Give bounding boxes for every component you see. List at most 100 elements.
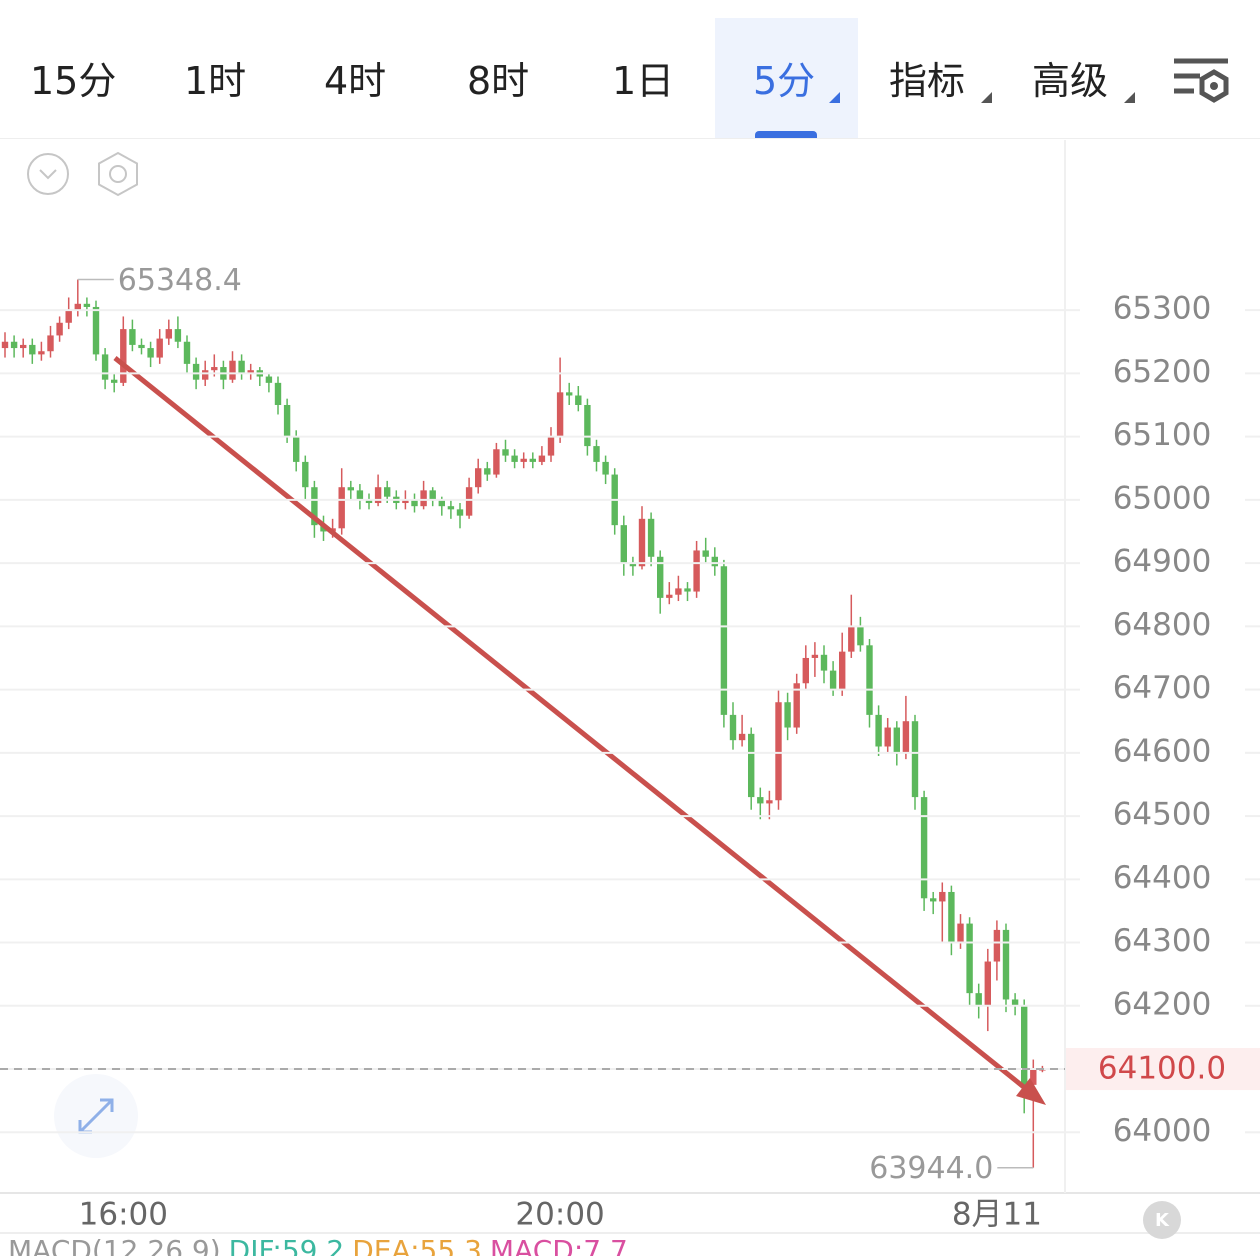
candle-body <box>56 322 63 336</box>
candle-body <box>129 329 136 345</box>
candle-body <box>183 341 191 364</box>
candle-body <box>265 376 273 383</box>
candle-body <box>1 341 9 349</box>
tab[interactable]: 4时 <box>324 59 387 103</box>
y-tick-label: 64800 <box>1113 607 1212 643</box>
candle-body <box>20 344 27 349</box>
candle-body <box>74 303 81 311</box>
tab[interactable]: 1时 <box>184 59 247 103</box>
candles <box>1 279 1046 1168</box>
candle-body <box>356 490 364 500</box>
candle-body <box>38 351 45 355</box>
candle-body <box>147 348 154 358</box>
candle-body <box>529 458 536 462</box>
indicator-value: DIF:59.2 <box>228 1234 345 1256</box>
candle-body <box>411 499 418 507</box>
tab[interactable]: 15分 <box>30 59 117 103</box>
candle-body <box>420 490 427 507</box>
y-tick-label: 65200 <box>1113 354 1212 390</box>
candle-body <box>720 566 728 715</box>
candle-body <box>839 651 846 690</box>
y-tick-label: 64200 <box>1113 986 1212 1022</box>
y-tick-label: 65000 <box>1113 480 1212 516</box>
candle-body <box>1021 1005 1028 1085</box>
candle-body <box>675 588 682 595</box>
candle-body <box>939 891 946 902</box>
y-tick-label: 64500 <box>1113 797 1212 833</box>
y-tick-label: 65300 <box>1113 291 1212 327</box>
candle-body <box>738 733 746 741</box>
candle-body <box>638 518 646 567</box>
max-label: 65348.4 <box>118 263 242 298</box>
candle-body <box>893 727 900 753</box>
collapse-icon[interactable] <box>27 153 69 195</box>
candle-body <box>666 594 673 598</box>
candle-body <box>65 310 72 323</box>
candle-body <box>984 961 991 1006</box>
candle-body <box>92 306 100 355</box>
candle-body <box>302 461 309 488</box>
trend-arrow <box>113 356 1046 1105</box>
candle-body <box>174 329 182 342</box>
active-tab-underline <box>755 131 817 138</box>
candle-body <box>402 499 409 504</box>
candle-body <box>711 556 718 567</box>
candle-body <box>456 509 464 516</box>
candle-body <box>930 898 937 902</box>
candle-body <box>702 550 709 557</box>
candle-body <box>593 446 600 462</box>
tab-bar: 15分 1时 4时 8时 1日 5分 指标 高级 <box>0 0 1260 139</box>
candle-body <box>447 506 455 510</box>
tab[interactable]: 指标 <box>889 59 966 103</box>
candle-body <box>820 654 828 671</box>
candle-body <box>920 797 928 899</box>
k-button[interactable]: K <box>1143 1201 1181 1239</box>
candle-body <box>748 733 755 798</box>
candle-body <box>848 626 855 652</box>
candle-body <box>120 329 127 383</box>
candle-body <box>975 993 982 1006</box>
candle-body <box>465 487 473 516</box>
indicator-value: MACD:7.7 <box>489 1234 628 1256</box>
candle-body <box>857 626 864 646</box>
svg-text:K: K <box>1155 1210 1170 1231</box>
candle-body <box>902 721 910 753</box>
candle-body <box>584 404 591 447</box>
tab[interactable]: 5分 <box>753 59 816 103</box>
candle-body <box>966 923 973 994</box>
candle-body <box>429 490 436 500</box>
candle-body <box>538 455 546 462</box>
candle-body <box>811 654 819 658</box>
candle-body <box>829 670 837 690</box>
y-tick-label: 65100 <box>1113 417 1212 453</box>
candle-body <box>511 455 518 462</box>
candle-body <box>729 714 737 741</box>
dropdown-mark <box>829 92 840 103</box>
candle-body <box>993 929 1001 962</box>
y-tick-label: 64700 <box>1113 670 1212 706</box>
candle-body <box>884 727 891 747</box>
candle-body <box>657 556 664 598</box>
tab[interactable]: 高级 <box>1032 59 1109 103</box>
candle-body <box>438 499 445 507</box>
candle-body <box>520 458 527 462</box>
indicator-value: DEA:55.3 <box>352 1234 482 1256</box>
candle-body <box>784 702 791 728</box>
candle-body <box>629 563 637 567</box>
expand-icon[interactable] <box>54 1074 138 1158</box>
candle-body <box>484 468 491 475</box>
tab[interactable]: 8时 <box>467 59 530 103</box>
settings-icon[interactable] <box>98 151 138 197</box>
candle-body <box>493 449 500 475</box>
candle-body <box>338 487 345 529</box>
candle-body <box>802 657 809 684</box>
candle-body <box>911 721 919 798</box>
tab[interactable]: 1日 <box>612 59 675 103</box>
candle-body <box>111 379 118 383</box>
chart-settings-icon[interactable] <box>1172 56 1232 106</box>
candle-body <box>384 487 391 497</box>
candle-body <box>775 702 782 801</box>
